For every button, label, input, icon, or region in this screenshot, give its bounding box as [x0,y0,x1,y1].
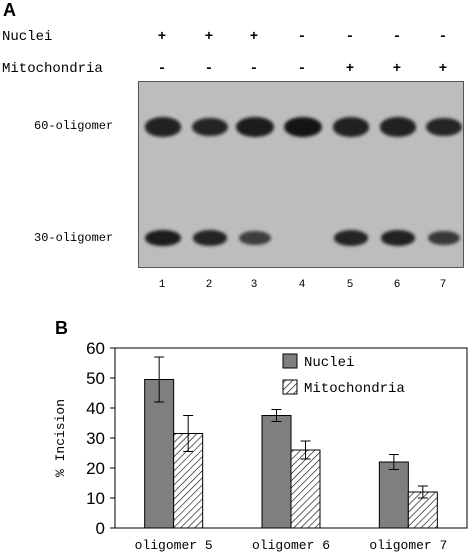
bar-nuclei-2 [261,415,292,529]
band-30-lane2 [192,230,228,246]
y-tick-label-6: 60 [86,339,105,358]
panel-b-letter: B [55,318,68,338]
band-60-lane7 [425,117,463,137]
sign-row2-lane7: + [438,61,448,77]
y-tick-label-4: 40 [86,399,105,418]
band-30-lane3 [239,231,271,245]
y-tick-label-5: 50 [86,369,105,388]
band-60-lane1 [144,117,182,137]
sign-row1-lane7: - [438,29,448,45]
legend-label-mitochondria: Mitochondria [304,381,405,397]
sign-row1-lane2: + [204,29,214,45]
gel-image [138,81,464,268]
sign-row2-lane5: + [345,61,355,77]
band-60-lane2 [191,117,229,137]
band-30-lane7 [427,230,461,246]
sign-row2-lane6: + [392,61,402,77]
sign-row1-lane1: + [157,29,167,45]
y-axis-label: % Incision [53,399,68,477]
sign-row2-lane4: - [297,61,307,77]
bar-nuclei-1 [144,379,175,529]
panel-a-letter: A [3,0,16,20]
band-60-lane5 [332,117,370,137]
sign-row1-lane3: + [249,29,259,45]
band-30-lane5 [333,230,369,246]
sign-row2-lane3: - [249,61,259,77]
row-label-nuclei: Nuclei [2,29,53,45]
sign-row1-lane5: - [345,29,355,45]
band-60-lane6 [379,117,417,137]
row-label-mitochondria: Mitochondria [2,61,103,77]
sign-row1-lane6: - [392,29,402,45]
y-tick-label-2: 20 [86,459,105,478]
lane-number-5: 5 [346,279,354,291]
sign-row1-lane4: - [297,29,307,45]
lane-number-1: 1 [158,279,166,291]
lane-number-3: 3 [250,279,258,291]
x-category-label-2: oligomer 6 [252,538,330,553]
band-30-lane6 [380,230,416,246]
x-category-label-3: oligomer 7 [369,538,447,553]
bar-mitochondria-2 [290,449,321,529]
y-tick-label-3: 30 [86,429,105,448]
band-60-lane3 [236,117,274,137]
band-label-60-oligomer: 60-oligomer [34,119,114,133]
lane-number-6: 6 [393,279,401,291]
bar-nuclei-3 [378,461,409,529]
y-tick-label-0: 0 [96,519,105,538]
incision-bar-chart: 0 10 20 30 40 50 60 % Incision oligomer 5 oligom… [53,339,468,553]
lane-number-4: 4 [298,279,306,291]
band-label-30-oligomer: 30-oligomer [34,231,114,245]
sign-row2-lane1: - [157,61,167,77]
lane-number-7: 7 [439,279,447,291]
sign-row2-lane2: - [204,61,214,77]
legend-swatch-nuclei [282,353,298,369]
lane-number-2: 2 [205,279,213,291]
band-30-lane1 [145,230,181,246]
x-category-label-1: oligomer 5 [135,538,213,553]
legend-swatch-mitochondria [282,379,298,395]
legend-label-nuclei: Nuclei [304,355,354,371]
y-tick-label-1: 10 [86,489,105,508]
band-60-lane4 [284,117,322,137]
